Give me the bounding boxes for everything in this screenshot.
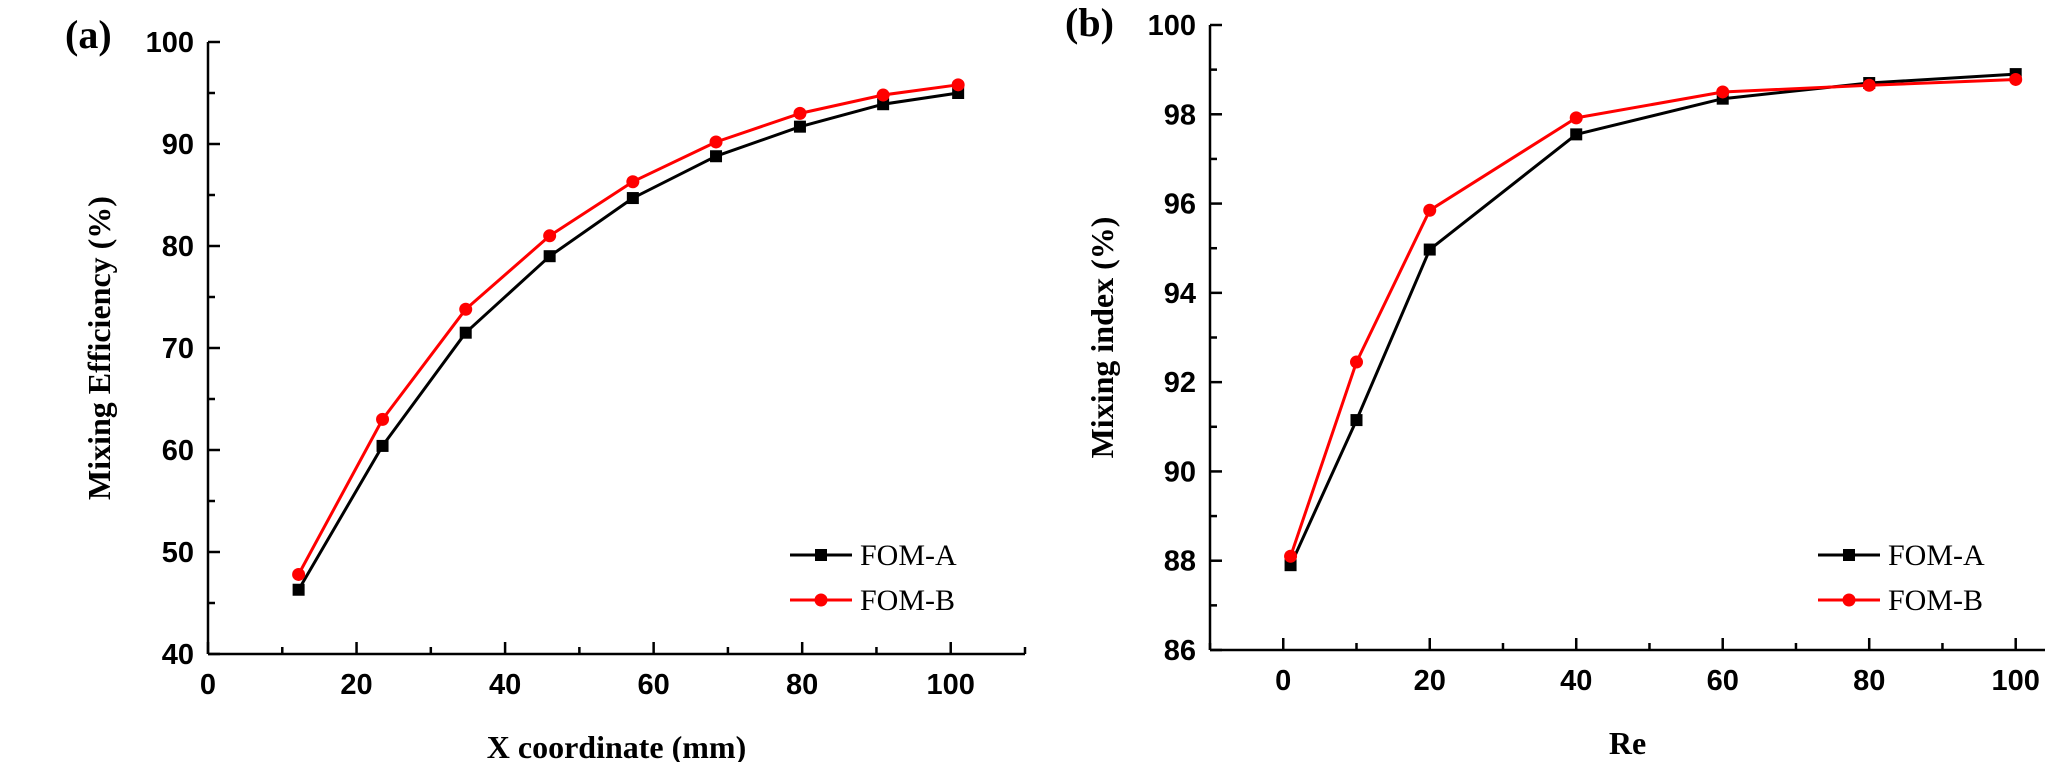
x-axis-title-b: Re — [1609, 725, 1646, 761]
data-point-fom-b-a — [459, 302, 473, 316]
data-point-fom-b-a — [876, 88, 890, 102]
data-point-fom-a-a — [710, 150, 723, 163]
data-point-fom-a-b — [1284, 559, 1297, 572]
legend-marker-fom-b-a — [814, 593, 828, 607]
legend-label-fom-b-a: FOM-B — [860, 584, 955, 617]
legend-marker-fom-a-a — [815, 549, 827, 561]
x-tick-label-a: 0 — [200, 669, 216, 701]
data-point-fom-b-b — [1716, 85, 1730, 99]
y-tick-label-a: 80 — [162, 231, 194, 263]
data-point-fom-b-a — [793, 106, 807, 120]
y-tick-label-b: 98 — [1164, 99, 1196, 131]
y-tick-label-a: 70 — [162, 333, 194, 365]
y-tick-label-b: 96 — [1164, 189, 1196, 221]
data-point-fom-a-a — [376, 439, 389, 452]
data-point-fom-b-b — [1862, 78, 1876, 92]
data-point-fom-a-a — [793, 120, 806, 133]
legend-marker-fom-a-b — [1843, 549, 1855, 561]
series-line-fom-a-a — [297, 91, 959, 591]
x-tick-label-a: 60 — [638, 669, 670, 701]
x-tick-label-b: 0 — [1275, 665, 1291, 697]
y-tick-label-b: 86 — [1164, 635, 1196, 667]
data-point-fom-a-a — [543, 250, 556, 263]
x-tick-label-b: 60 — [1707, 665, 1739, 697]
data-point-fom-a-b — [1423, 243, 1436, 256]
data-point-fom-b-b — [2009, 72, 2023, 86]
data-point-fom-b-b — [1284, 549, 1298, 563]
legend-label-fom-a-b: FOM-A — [1888, 539, 1985, 572]
series-line-fom-a-b — [1289, 72, 2016, 566]
x-tick-label-a: 100 — [927, 669, 975, 701]
data-point-fom-b-b — [1423, 203, 1437, 217]
panel-label-b: (b) — [1065, 0, 1114, 45]
data-point-fom-b-b — [1569, 111, 1583, 125]
legend-label-fom-a-a: FOM-A — [860, 539, 957, 572]
data-point-fom-b-a — [951, 78, 965, 92]
chart-panel-b: (b) 86 88 90 92 94 96 98 100 0 20 40 60 80 100 Re Mixing… — [1065, 0, 2045, 761]
data-point-fom-a-a — [292, 583, 305, 596]
y-tick-label-a: 40 — [162, 639, 194, 671]
legend-marker-fom-b-b — [1842, 593, 1856, 607]
data-point-fom-a-b — [1570, 128, 1583, 141]
panel-label-a: (a) — [65, 12, 112, 57]
y-tick-label-b: 92 — [1164, 367, 1196, 399]
data-point-fom-b-a — [292, 567, 306, 581]
x-tick-label-a: 20 — [340, 669, 372, 701]
data-point-fom-b-b — [1349, 355, 1363, 369]
x-tick-label-b: 100 — [1992, 665, 2040, 697]
x-tick-label-a: 80 — [786, 669, 818, 701]
y-tick-label-b: 90 — [1164, 456, 1196, 488]
data-point-fom-a-a — [459, 326, 472, 339]
chart-panel-a: (a) 40 50 60 70 80 90 100 0 20 40 60 80 100 X coordina… — [65, 12, 1027, 762]
data-point-fom-b-a — [709, 135, 723, 149]
y-axis-title-b: Mixing index (%) — [1084, 217, 1120, 459]
y-tick-label-a: 90 — [162, 129, 194, 161]
data-point-fom-b-a — [626, 175, 640, 189]
y-tick-label-a: 100 — [146, 27, 194, 59]
data-point-fom-b-a — [376, 412, 390, 426]
x-tick-label-b: 40 — [1560, 665, 1592, 697]
y-tick-label-b: 100 — [1148, 10, 1196, 42]
x-axis-title-a: X coordinate (mm) — [487, 729, 746, 762]
x-tick-label-b: 80 — [1853, 665, 1885, 697]
y-tick-label-b: 88 — [1164, 546, 1196, 578]
y-tick-label-b: 94 — [1164, 278, 1196, 310]
data-point-fom-a-a — [626, 192, 639, 205]
data-point-fom-b-a — [543, 229, 557, 243]
data-point-fom-a-a — [877, 98, 890, 111]
y-tick-label-a: 50 — [162, 537, 194, 569]
x-tick-label-a: 40 — [489, 669, 521, 701]
series-line-fom-b-a — [297, 83, 959, 576]
legend-label-fom-b-b: FOM-B — [1888, 584, 1983, 617]
y-tick-label-a: 60 — [162, 435, 194, 467]
y-axis-title-a: Mixing Efficiency (%) — [81, 196, 117, 500]
data-point-fom-a-b — [1350, 414, 1363, 427]
x-tick-label-b: 20 — [1414, 665, 1446, 697]
